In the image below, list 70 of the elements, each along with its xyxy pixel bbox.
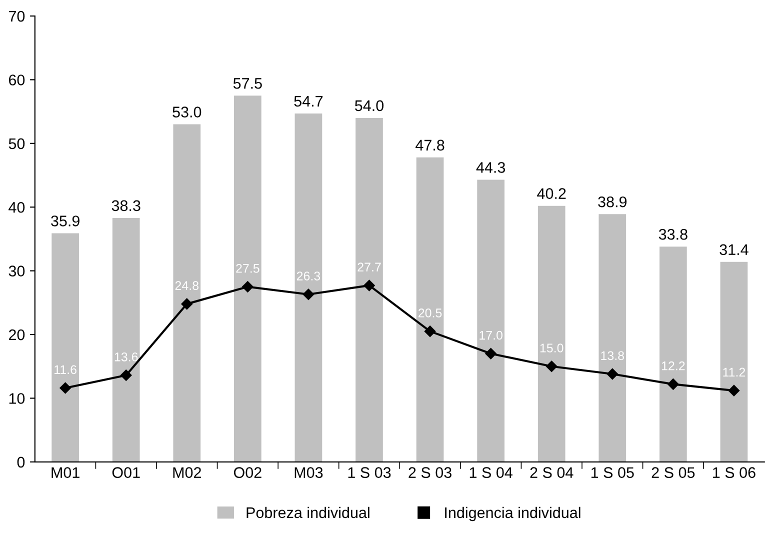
point <box>546 360 558 372</box>
data-label: 33.8 <box>658 228 688 240</box>
bar <box>173 124 201 462</box>
x-tick-label: 1 S 04 <box>470 467 512 478</box>
legend-label: Indigencia individual <box>445 506 580 522</box>
y-tick-label: 10 <box>9 393 25 404</box>
data-label: 31.4 <box>720 244 748 256</box>
data-label: 38.9 <box>598 196 627 208</box>
data-label: 15.0 <box>540 344 564 352</box>
bar <box>720 262 748 462</box>
x-tick-label: 1 S 03 <box>348 467 391 478</box>
data-label: 54.7 <box>294 96 323 107</box>
bar <box>538 206 566 462</box>
point <box>60 382 71 394</box>
y-tick-label: 30 <box>8 266 25 276</box>
bar <box>660 246 687 462</box>
data-label: 13.6 <box>114 352 138 362</box>
bar <box>52 233 79 462</box>
y-tick-label: 60 <box>8 74 25 86</box>
x-tick-label: 2 S 05 <box>652 467 695 478</box>
x-tick-label: 1 S 06 <box>713 467 756 478</box>
data-label: 13.8 <box>601 351 624 360</box>
data-label: 53.0 <box>172 106 202 118</box>
x-tick-label: 2 S 03 <box>408 467 452 478</box>
point <box>424 326 436 337</box>
x-tick-label: 1 S 05 <box>591 467 634 478</box>
point <box>120 370 132 381</box>
data-label: 17.0 <box>480 330 502 340</box>
bar <box>598 214 626 462</box>
x-tick-label: O01 <box>112 467 140 478</box>
data-label: 54.0 <box>354 100 384 112</box>
bar <box>112 218 140 462</box>
y-tick-label: 20 <box>8 329 25 340</box>
point <box>302 288 314 300</box>
bar <box>477 180 504 462</box>
data-label: 35.9 <box>51 216 80 226</box>
data-label: 47.8 <box>416 140 444 151</box>
data-label: 27.5 <box>236 264 260 273</box>
data-label: 11.6 <box>54 365 76 374</box>
x-tick-label: O02 <box>234 467 262 478</box>
x-tick-label: M01 <box>52 467 80 478</box>
point <box>364 280 375 292</box>
data-label: 11.2 <box>723 368 746 377</box>
point <box>606 368 618 380</box>
y-tick-label: 70 <box>8 10 25 22</box>
y-tick-label: 50 <box>8 138 25 150</box>
bar <box>234 96 262 462</box>
data-label: 38.3 <box>112 200 140 212</box>
bar <box>416 157 444 462</box>
y-tick-label: 40 <box>8 202 25 213</box>
data-label: 27.7 <box>358 262 381 272</box>
point <box>668 378 679 390</box>
legend-label: Pobreza individual <box>246 506 370 518</box>
point <box>242 281 254 292</box>
bar <box>294 113 322 462</box>
data-label: 44.3 <box>476 162 506 173</box>
data-label: 40.2 <box>537 188 566 199</box>
point <box>728 384 740 396</box>
bar <box>356 118 383 462</box>
data-label: 57.5 <box>233 78 262 89</box>
data-label: 26.3 <box>296 272 320 280</box>
x-tick-label: M02 <box>173 467 201 478</box>
x-tick-label: 2 S 04 <box>530 467 574 478</box>
data-label: 20.5 <box>418 308 442 318</box>
y-tick-label: 0 <box>17 456 25 468</box>
point <box>485 348 496 360</box>
point <box>181 298 192 310</box>
data-label: 24.8 <box>175 281 199 290</box>
x-tick-label: M03 <box>294 467 323 478</box>
data-label: 12.2 <box>662 361 685 370</box>
